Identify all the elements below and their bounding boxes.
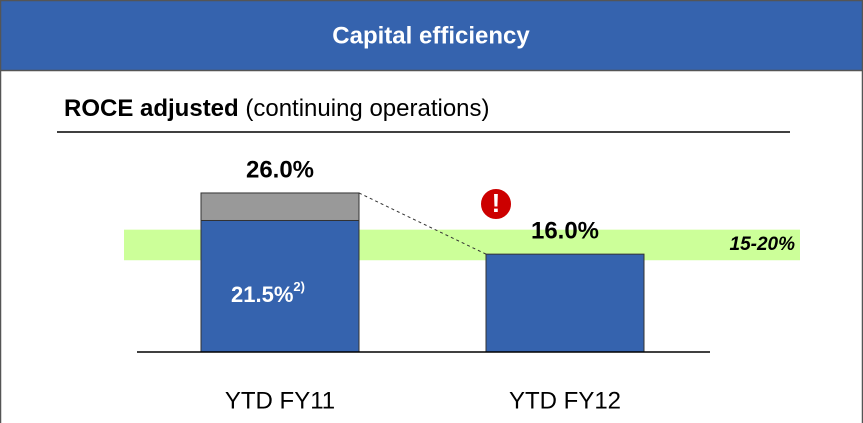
alert-text: ! — [492, 188, 501, 218]
x-tick-label: YTD FY11 — [225, 387, 335, 414]
subtitle-rest: (continuing operations) — [239, 95, 490, 122]
x-tick-label: YTD FY12 — [509, 387, 621, 414]
value-label: 21.5%2) — [231, 280, 305, 307]
total-label: 16.0% — [531, 217, 599, 244]
total-label: 26.0% — [246, 156, 314, 183]
chart-subtitle: ROCE adjusted (continuing operations) — [64, 95, 490, 122]
panel-header — [0, 0, 863, 72]
footnote-mark: 2) — [293, 280, 305, 295]
bar-segment — [485, 253, 645, 353]
plot: 15-20% 21.5%2) 26.0% YTD FY11 16.0% YTD FY12 — [124, 156, 800, 414]
chart-title: Capital efficiency — [332, 22, 530, 49]
subtitle-bold: ROCE adjusted — [64, 95, 239, 122]
value-label-text: 21.5% — [231, 282, 293, 307]
bar-segment — [200, 192, 360, 221]
target-band-label: 15-20% — [730, 234, 796, 255]
alert-icon — [479, 187, 513, 221]
bar-segment — [200, 219, 360, 353]
